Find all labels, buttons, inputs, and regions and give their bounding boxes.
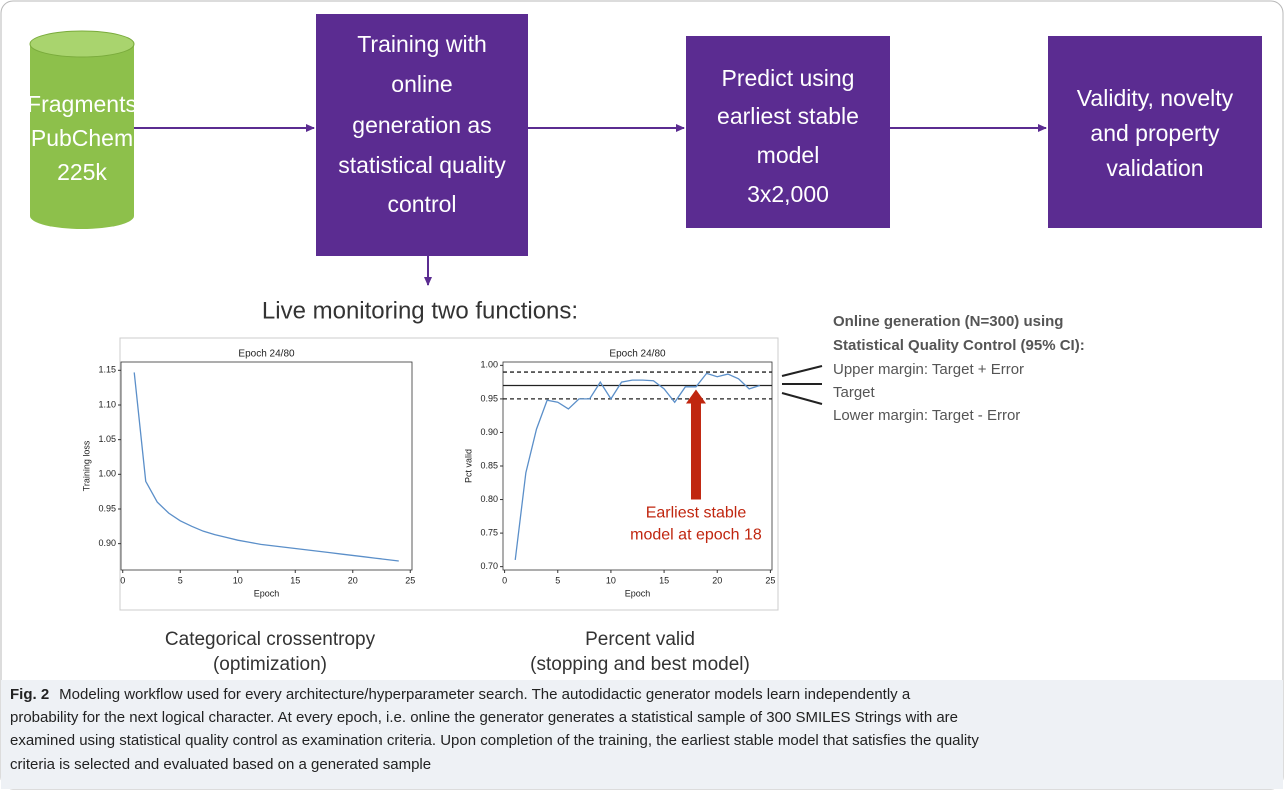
x-tick-label: 5 (555, 575, 560, 585)
step-label: control (387, 191, 456, 217)
x-axis-label: Epoch (625, 588, 651, 598)
x-tick-label: 0 (120, 575, 125, 585)
annotation-text: model at epoch 18 (630, 527, 762, 544)
y-axis-label: Pct valid (463, 449, 473, 483)
step-label: 3x2,000 (747, 181, 829, 207)
note-connectors (781, 365, 823, 405)
arrows (134, 124, 1047, 286)
x-tick-label: 20 (348, 575, 358, 585)
x-tick-label: 0 (502, 575, 507, 585)
figure-caption: probability for the next logical charact… (10, 709, 958, 726)
y-tick-label: 0.85 (480, 460, 498, 470)
chart-title: Epoch 24/80 (238, 349, 295, 360)
y-tick-label: 0.70 (480, 561, 498, 571)
source-label: PubChem (31, 125, 133, 151)
step-box (316, 14, 528, 256)
y-axis-label: Training loss (81, 440, 91, 491)
x-tick-label: 25 (405, 575, 415, 585)
figure-caption: criteria is selected and evaluated based… (10, 756, 431, 773)
y-tick-label: 1.00 (480, 360, 498, 370)
y-tick-label: 1.15 (98, 365, 116, 375)
y-tick-label: 0.95 (480, 393, 498, 403)
annotation-text: Earliest stable (646, 505, 747, 522)
series-line (514, 372, 760, 561)
step-label: online (391, 71, 452, 97)
y-tick-label: 0.80 (480, 494, 498, 504)
note-item: Upper margin: Target + Error (833, 361, 1024, 378)
y-tick-label: 0.95 (98, 503, 116, 513)
x-tick-label: 10 (606, 575, 616, 585)
step-label: Validity, novelty (1077, 85, 1234, 111)
note-item: Target (833, 384, 876, 401)
step-label: Predict using (722, 65, 855, 91)
x-tick-label: 5 (178, 575, 183, 585)
step-box (1048, 36, 1262, 228)
chart-title: Epoch 24/80 (609, 349, 666, 360)
step-label: and property (1090, 120, 1220, 146)
caption-text: Modeling workflow used for every archite… (59, 686, 911, 703)
x-tick-label: 20 (712, 575, 722, 585)
x-tick-label: 15 (290, 575, 300, 585)
y-tick-label: 1.00 (98, 469, 116, 479)
figure-caption: examined using statistical quality contr… (10, 732, 979, 749)
source-cylinder (29, 30, 135, 229)
y-tick-label: 0.90 (98, 538, 116, 548)
figure-caption: Fig. 2 Modeling workflow used for every a… (10, 686, 911, 703)
step-box (686, 36, 890, 228)
source-label: Fragments (27, 91, 137, 117)
annotation-arrow (685, 389, 706, 500)
x-tick-label: 15 (659, 575, 669, 585)
x-tick-label: 10 (233, 575, 243, 585)
x-tick-label: 25 (765, 575, 775, 585)
y-tick-label: 0.75 (480, 527, 498, 537)
source-label: 225k (57, 159, 107, 185)
note-heading: Online generation (N=300) using (833, 313, 1063, 330)
step-label: generation as (352, 112, 491, 138)
series-line (133, 372, 399, 562)
y-tick-label: 1.10 (98, 399, 116, 409)
y-tick-label: 1.05 (98, 434, 116, 444)
caption-background (1, 680, 1283, 789)
plot-frame (502, 361, 773, 571)
chart-caption: Percent valid (585, 629, 695, 650)
monitor-title: Live monitoring two functions: (262, 297, 578, 324)
x-axis-label: Epoch (254, 588, 280, 598)
plot-frame (120, 361, 413, 571)
step-label: earliest stable (717, 103, 859, 129)
caption-label: Fig. 2 (10, 686, 49, 703)
note-item: Lower margin: Target - Error (833, 407, 1020, 424)
step-label: Training with (357, 31, 487, 57)
note-heading: Statistical Quality Control (95% CI): (833, 337, 1085, 354)
step-label: validation (1106, 155, 1203, 181)
chart-caption: Categorical crossentropy (165, 629, 376, 650)
step-label: statistical quality (338, 152, 506, 178)
chart-caption: (optimization) (213, 654, 327, 675)
step-label: model (757, 142, 820, 168)
y-tick-label: 0.90 (480, 427, 498, 437)
chart-caption: (stopping and best model) (530, 654, 750, 675)
